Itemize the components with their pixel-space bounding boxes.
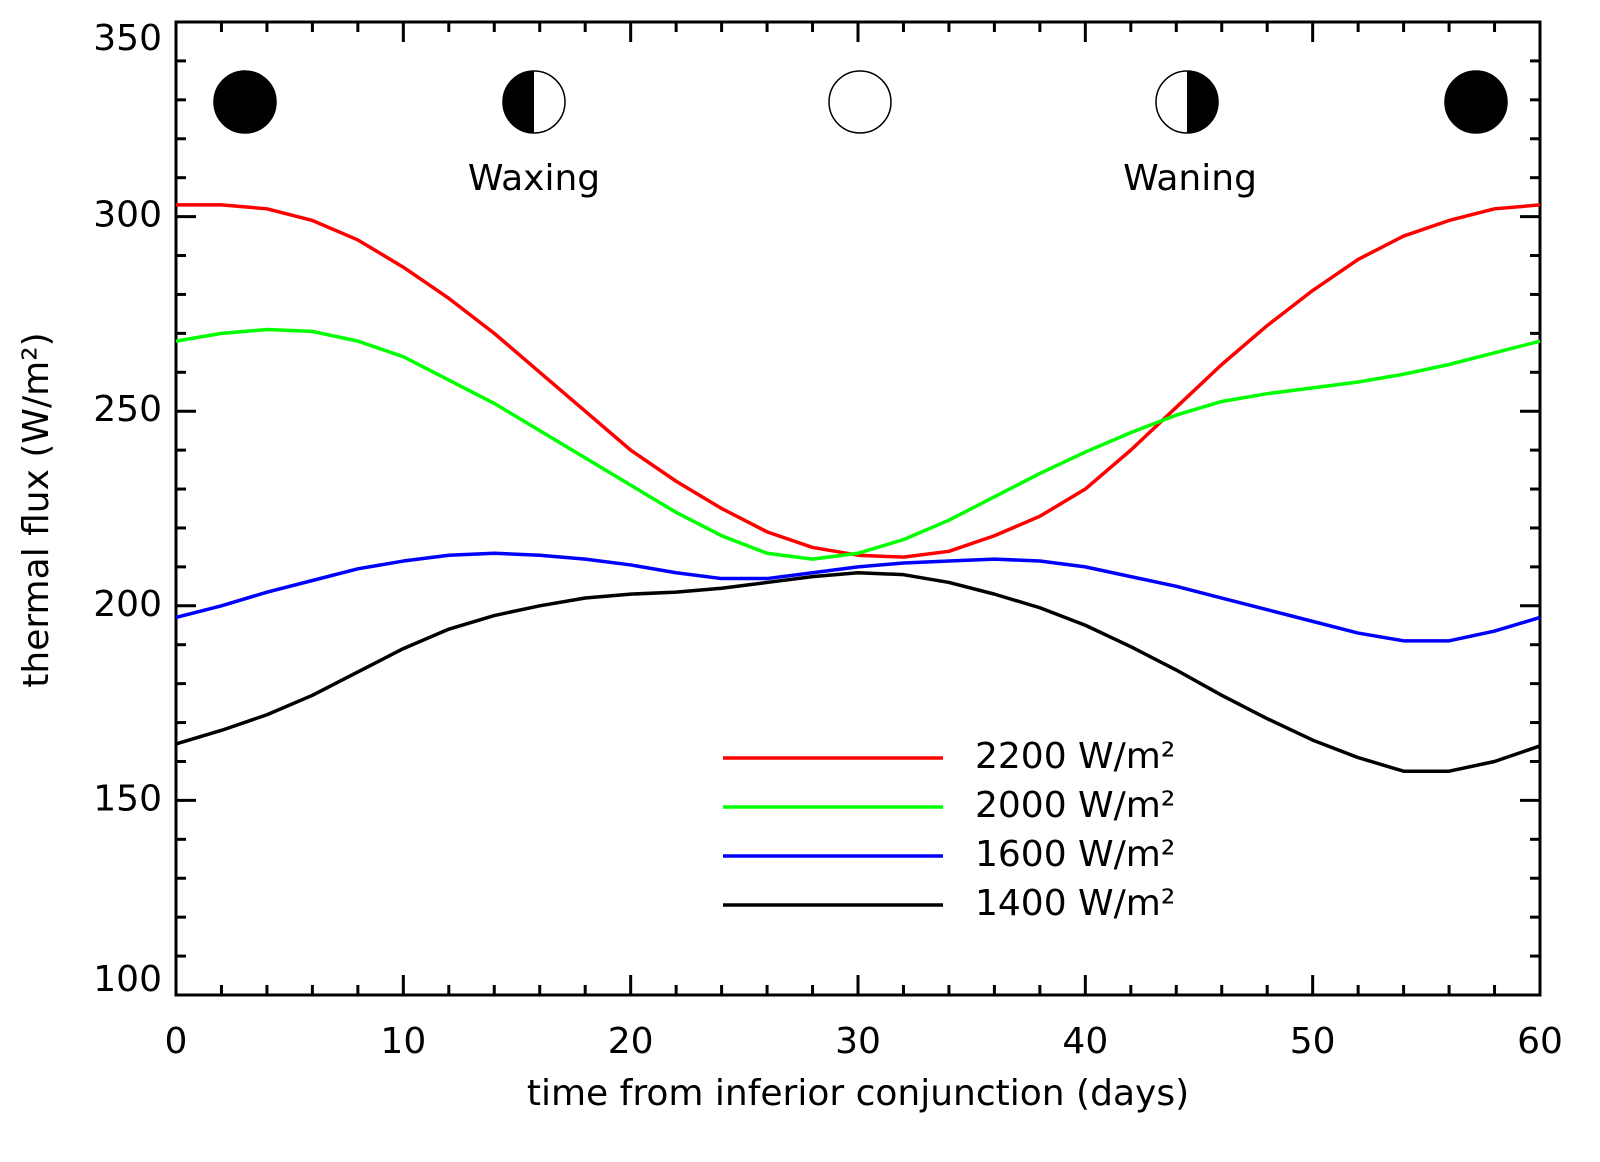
x-tick-label: 10: [380, 1021, 426, 1062]
data-line: [175, 570, 1541, 773]
data-line: [176, 203, 1541, 559]
moon-new: [1444, 70, 1508, 134]
plot-frame: [174, 20, 1542, 997]
legend-label: 2000 W/m²: [975, 785, 1175, 826]
x-tick-label: 50: [1290, 1021, 1336, 1062]
moon-last-quarter-shade: [1187, 71, 1218, 133]
moon-first-quarter-shade: [503, 71, 534, 133]
x-tick-label: 60: [1517, 1021, 1563, 1062]
legend-label: 2200 W/m²: [975, 736, 1175, 777]
x-tick-label: 40: [1062, 1021, 1108, 1062]
data-line: [175, 551, 1541, 643]
annotation: Waxing: [468, 158, 600, 199]
x-tick-label: 20: [608, 1021, 654, 1062]
y-tick-label: 200: [93, 584, 162, 625]
moon-phases: [213, 70, 1508, 134]
data-line: [175, 327, 1541, 561]
annotation: Waning: [1123, 158, 1257, 199]
y-tick-label: 250: [93, 389, 162, 430]
moon-new: [213, 70, 277, 134]
x-tick-label: 30: [835, 1021, 881, 1062]
y-axis-label: thermal flux (W/m²): [16, 332, 57, 687]
moon-full: [828, 70, 892, 134]
y-tick-label: 100: [93, 959, 162, 1000]
y-tick-label: 350: [93, 18, 162, 59]
x-axis-label: time from inferior conjunction (days): [527, 1073, 1189, 1114]
legend-label: 1600 W/m²: [975, 834, 1175, 875]
legend-label: 1400 W/m²: [975, 883, 1175, 924]
y-tick-label: 300: [93, 195, 162, 236]
y-tick-label: 150: [93, 778, 162, 819]
x-tick-label: 0: [165, 1021, 188, 1062]
